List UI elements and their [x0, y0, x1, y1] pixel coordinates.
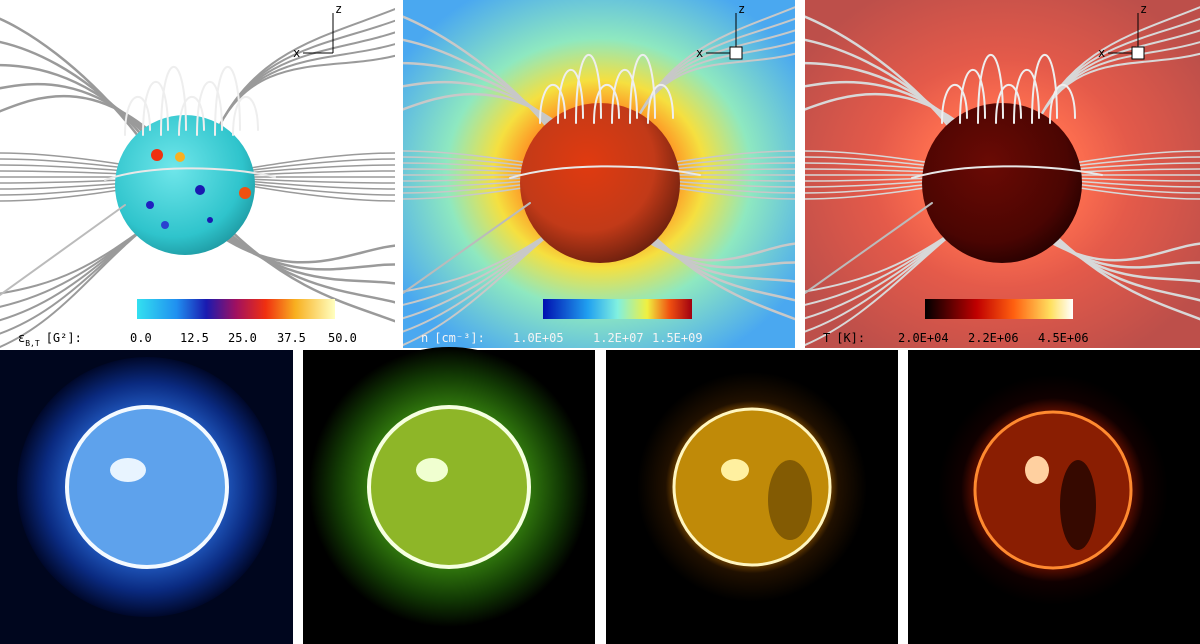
flux-spot	[239, 187, 251, 199]
open-field-line	[1020, 221, 1200, 262]
open-field-line	[1035, 221, 1200, 302]
star	[115, 115, 255, 255]
open-field-line	[223, 223, 395, 323]
closed-loop	[1013, 69, 1040, 124]
closed-loop	[593, 83, 620, 124]
open-field-line	[214, 54, 395, 136]
closed-loop	[142, 81, 169, 136]
solar-disk	[65, 405, 229, 569]
dark-region	[768, 460, 812, 540]
colorbar-tick-label: 1.0E+05	[513, 331, 564, 345]
open-field-line	[0, 63, 157, 147]
flux-spot	[151, 149, 163, 161]
open-field-line	[203, 223, 395, 264]
open-field-line	[629, 52, 795, 134]
axis-y	[729, 46, 743, 60]
equatorial-loop	[509, 165, 701, 179]
closed-loop	[178, 95, 205, 136]
flux-spot	[146, 201, 154, 209]
axis-x-label: x	[696, 46, 703, 60]
colorbar	[543, 299, 692, 319]
open-field-line	[218, 223, 395, 304]
solar-disk	[367, 405, 531, 569]
field-line	[403, 202, 531, 294]
colorbar-symbol: ε	[18, 331, 25, 345]
closed-loop	[941, 83, 968, 124]
open-field-line	[805, 93, 984, 145]
open-field-line	[0, 219, 156, 348]
flux-spot	[195, 185, 205, 195]
colorbar	[137, 299, 335, 319]
flux-spot	[175, 152, 185, 162]
colorbar-tick-label: 4.5E+06	[1038, 331, 1089, 345]
open-field-line	[0, 94, 167, 147]
colorbar	[925, 299, 1073, 319]
colorbar-symbol: T	[823, 331, 830, 345]
colorbar-tick-label: 0.0	[130, 331, 152, 345]
open-field-line	[0, 82, 162, 147]
open-field-line	[1031, 52, 1200, 134]
open-field-line	[1040, 221, 1200, 321]
closed-loop	[959, 69, 986, 124]
equatorial-loop	[104, 167, 276, 181]
closed-loop	[232, 95, 259, 136]
open-field-line	[805, 80, 979, 145]
open-field-line	[403, 15, 562, 145]
colorbar-tick-label: 1.2E+07	[593, 331, 644, 345]
closed-loop	[1049, 83, 1076, 124]
closed-loop	[647, 83, 674, 124]
colorbar-tick-label: 25.0	[228, 331, 257, 345]
colorbar-unit: [K]:	[836, 331, 865, 345]
open-field-line	[403, 93, 582, 145]
colorbar-tick-label: 2.0E+04	[898, 331, 949, 345]
colorbar-symbol: n	[421, 331, 428, 345]
bright-region	[110, 458, 146, 482]
bright-region	[721, 459, 749, 481]
colorbar-subscript: B,T	[25, 339, 40, 348]
solar-disk	[973, 410, 1133, 570]
axis-z-label: z	[335, 2, 342, 16]
axis-z-label: z	[1140, 2, 1147, 16]
axis-y	[1131, 46, 1145, 60]
colorbar-unit: [G²]:	[46, 331, 82, 345]
closed-loop	[557, 69, 584, 124]
open-field-line	[638, 221, 795, 321]
field-line	[805, 202, 933, 294]
closed-loop	[539, 83, 566, 124]
equatorial-loop	[911, 165, 1103, 179]
colorbar-unit: [cm⁻³]:	[434, 331, 485, 345]
colorbar-tick-label: 50.0	[328, 331, 357, 345]
bright-region	[1025, 456, 1049, 484]
axis-x-label: x	[1098, 46, 1105, 60]
bright-region	[416, 458, 448, 482]
open-field-line	[805, 15, 964, 145]
open-field-line	[805, 61, 974, 145]
colorbar-tick-label: 1.5E+09	[652, 331, 703, 345]
star	[922, 103, 1082, 263]
colorbar-tick-label: 12.5	[180, 331, 209, 345]
axis-z-label: z	[738, 2, 745, 16]
flux-spot	[207, 217, 213, 223]
open-field-line	[403, 80, 577, 145]
colorbar-tick-label: 37.5	[277, 331, 306, 345]
colorbar-label: T [K]:	[823, 331, 865, 345]
closed-loop	[124, 95, 151, 136]
star	[520, 103, 680, 263]
flux-spot	[161, 221, 169, 229]
open-field-line	[403, 61, 572, 145]
closed-loop	[196, 81, 223, 136]
open-field-line	[0, 17, 147, 147]
open-field-line	[633, 221, 795, 302]
closed-loop	[995, 83, 1022, 124]
colorbar-label: εB,T [G²]:	[18, 331, 82, 348]
colorbar-tick-label: 2.2E+06	[968, 331, 1019, 345]
axis-x-label: x	[293, 46, 300, 60]
dark-region	[1060, 460, 1096, 550]
colorbar-label: n [cm⁻³]:	[421, 331, 485, 345]
field-line	[0, 204, 126, 296]
closed-loop	[611, 69, 638, 124]
